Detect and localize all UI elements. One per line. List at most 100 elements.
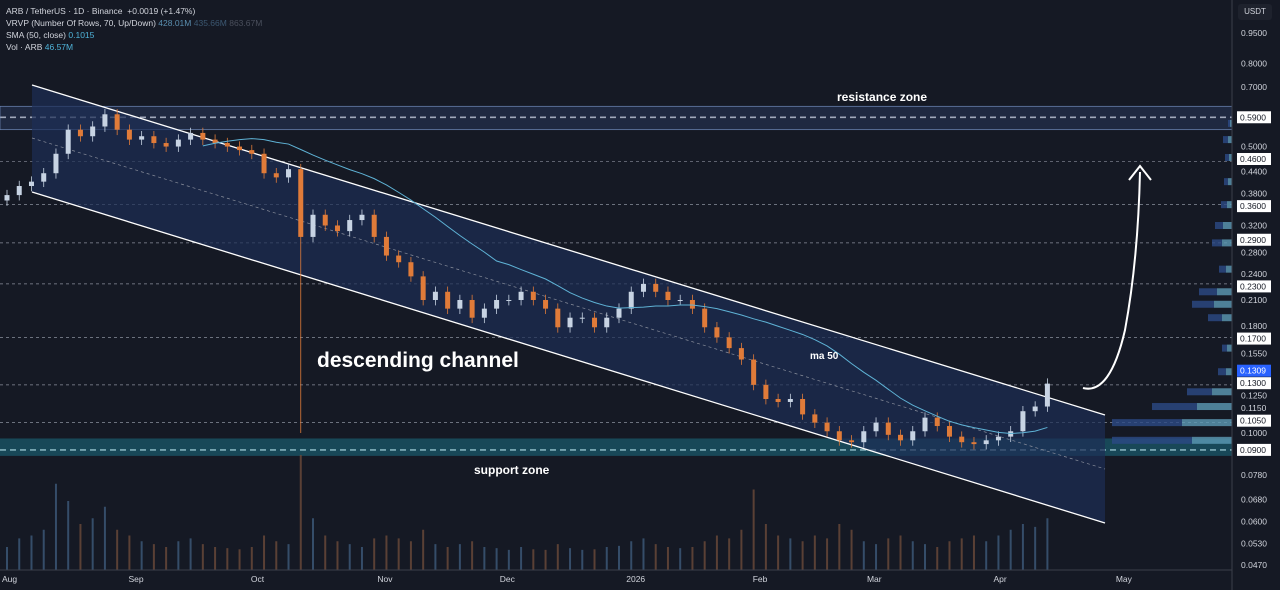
time-tick-label: Oct <box>251 574 265 584</box>
price-label: 0.1300 <box>1240 378 1266 388</box>
volume-bar <box>544 549 547 570</box>
candle-body <box>322 214 328 226</box>
price-tick-label: 0.2100 <box>1241 295 1267 305</box>
volume-bar <box>581 549 584 570</box>
volume-bar <box>556 544 559 570</box>
candle-body <box>273 173 279 178</box>
vrvp-label[interactable]: VRVP (Number Of Rows, 70, Up/Down) <box>6 18 156 28</box>
vrvp-bar-down <box>1208 314 1222 322</box>
volume-bar <box>385 535 388 570</box>
vrvp-bar-down <box>1112 436 1192 444</box>
price-label-box <box>1237 111 1271 124</box>
volume-bar <box>42 529 45 570</box>
vrvp-bar-down <box>1112 419 1182 427</box>
volume-bar <box>152 544 155 570</box>
volume-bar <box>789 538 792 570</box>
candle-body <box>714 327 720 338</box>
candle-body <box>592 317 598 328</box>
volume-bar <box>18 538 21 570</box>
candle-body <box>188 132 194 140</box>
chart-legend: ARB / TetherUS · 1D · Binance +0.0019 (+… <box>6 5 262 53</box>
candle-body <box>530 291 536 301</box>
volume-bar <box>312 518 314 570</box>
candle-body <box>420 276 426 301</box>
volume-bar <box>116 529 119 570</box>
candle-body <box>653 283 659 292</box>
candle-body <box>885 422 891 435</box>
price-label-box <box>1237 377 1271 390</box>
volume-bar <box>128 535 131 570</box>
candle-body <box>445 291 451 309</box>
candle-body <box>4 195 10 201</box>
volume-label[interactable]: Vol · ARB <box>6 42 43 52</box>
vrvp-bar-down <box>1218 368 1226 376</box>
volume-bar <box>422 529 425 570</box>
vrvp-bar-up <box>1222 314 1232 322</box>
volume-bar <box>140 541 143 570</box>
candle-body <box>224 143 230 147</box>
volume-bar <box>373 538 376 570</box>
volume-bar <box>618 545 620 570</box>
ma-50-label: ma 50 <box>810 351 839 362</box>
price-label: 0.1050 <box>1240 416 1266 426</box>
candle-body <box>959 436 965 443</box>
time-tick-label: Nov <box>377 574 393 584</box>
volume-bar <box>409 541 412 570</box>
time-tick-label: May <box>1116 574 1133 584</box>
candle-body <box>494 300 500 309</box>
volume-bar <box>691 547 694 570</box>
volume-bar <box>91 518 94 570</box>
arrow-head-icon <box>1128 164 1152 181</box>
vrvp-bar-up <box>1226 265 1232 273</box>
vrvp-bar-down <box>1222 344 1227 352</box>
candle-body <box>604 317 610 328</box>
price-tick-label: 0.5000 <box>1241 141 1267 151</box>
candle-body <box>1044 383 1050 407</box>
volume-bar <box>250 547 253 570</box>
vrvp-bar-up <box>1182 419 1232 427</box>
volume-bar <box>813 535 816 570</box>
price-label: 0.3600 <box>1240 201 1266 211</box>
vrvp-bar-up <box>1214 300 1232 308</box>
price-label-box <box>1237 152 1271 165</box>
volume-bar <box>483 547 486 570</box>
candle-body <box>249 150 255 154</box>
price-label-box <box>1237 233 1271 246</box>
time-tick-label: Apr <box>993 574 1006 584</box>
vrvp-bar-up <box>1222 239 1232 247</box>
candle-body <box>995 436 1001 441</box>
candle-body <box>787 399 793 402</box>
candle-body <box>469 300 475 318</box>
price-change: +0.0019 (+1.47%) <box>127 6 196 16</box>
price-label: 0.4600 <box>1240 154 1266 164</box>
candle-body <box>237 146 243 151</box>
candle-body <box>861 431 867 443</box>
vrvp-bar-down <box>1187 388 1212 396</box>
volume-bar <box>777 535 780 570</box>
volume-bar <box>593 549 596 570</box>
volume-bar <box>972 535 975 570</box>
price-tick-label: 0.0780 <box>1241 470 1267 480</box>
vrvp-total: 863.67M <box>229 18 263 28</box>
volume-bar <box>54 483 57 570</box>
candle-body <box>567 317 573 328</box>
vrvp-bar-up <box>1223 221 1232 229</box>
candle-body <box>836 431 842 441</box>
candle-body <box>763 384 769 400</box>
volume-bar <box>532 549 535 570</box>
vrvp-bar-up <box>1230 119 1232 127</box>
volume-bar <box>899 535 902 570</box>
symbol-title[interactable]: ARB / TetherUS · 1D · Binance <box>6 6 123 16</box>
candle-body <box>383 236 389 256</box>
volume-bar <box>495 548 498 570</box>
candle-body <box>738 348 744 360</box>
price-label-box <box>1237 280 1271 293</box>
candle-body <box>212 139 218 144</box>
price-label-box <box>1237 414 1271 427</box>
sma-label[interactable]: SMA (50, close) <box>6 30 66 40</box>
candle-body <box>677 300 683 302</box>
volume-bar <box>1021 524 1024 570</box>
currency-button[interactable]: USDT <box>1238 4 1272 20</box>
candle-body <box>1020 411 1026 432</box>
